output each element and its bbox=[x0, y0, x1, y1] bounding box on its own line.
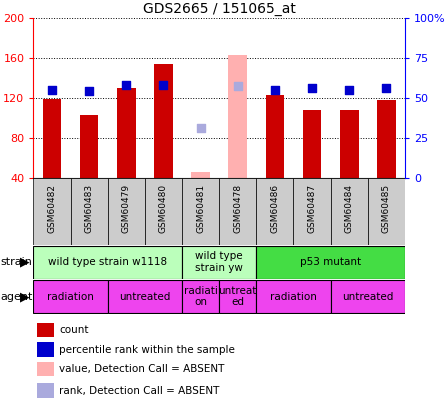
Bar bbox=[108, 178, 145, 245]
Bar bbox=[377, 100, 396, 178]
Text: untreat
ed: untreat ed bbox=[218, 286, 257, 307]
Text: GSM60486: GSM60486 bbox=[271, 184, 279, 233]
Bar bbox=[145, 178, 182, 245]
Text: GSM60478: GSM60478 bbox=[233, 184, 242, 233]
Bar bbox=[37, 342, 54, 357]
Text: GSM60480: GSM60480 bbox=[159, 184, 168, 233]
Text: count: count bbox=[59, 325, 89, 335]
Bar bbox=[33, 280, 108, 313]
Bar bbox=[368, 178, 405, 245]
Text: ▶: ▶ bbox=[20, 290, 29, 303]
Bar bbox=[266, 95, 284, 178]
Point bbox=[49, 87, 56, 94]
Title: GDS2665 / 151065_at: GDS2665 / 151065_at bbox=[143, 2, 295, 16]
Bar bbox=[43, 99, 61, 178]
Text: wild type strain w1118: wild type strain w1118 bbox=[48, 257, 167, 267]
Bar bbox=[191, 172, 210, 178]
Bar bbox=[256, 178, 294, 245]
Bar bbox=[37, 323, 54, 337]
Bar bbox=[219, 280, 256, 313]
Bar bbox=[182, 246, 256, 279]
Bar bbox=[117, 88, 136, 178]
Bar bbox=[256, 280, 331, 313]
Point bbox=[234, 83, 241, 90]
Bar bbox=[228, 55, 247, 178]
Bar bbox=[108, 280, 182, 313]
Text: p53 mutant: p53 mutant bbox=[300, 257, 361, 267]
Text: GSM60482: GSM60482 bbox=[48, 184, 57, 233]
Bar bbox=[33, 246, 182, 279]
Point bbox=[160, 82, 167, 88]
Bar bbox=[182, 178, 219, 245]
Point bbox=[197, 125, 204, 132]
Text: wild type
strain yw: wild type strain yw bbox=[195, 252, 243, 273]
Text: strain: strain bbox=[0, 257, 32, 267]
Point bbox=[308, 85, 316, 92]
Point bbox=[346, 87, 353, 94]
Bar bbox=[219, 178, 256, 245]
Bar bbox=[331, 178, 368, 245]
Text: percentile rank within the sample: percentile rank within the sample bbox=[59, 345, 235, 354]
Bar bbox=[154, 64, 173, 178]
Text: radiati
on: radiati on bbox=[184, 286, 218, 307]
Text: GSM60485: GSM60485 bbox=[382, 184, 391, 233]
Text: GSM60487: GSM60487 bbox=[307, 184, 316, 233]
Text: GSM60484: GSM60484 bbox=[345, 184, 354, 233]
Text: untreated: untreated bbox=[342, 292, 393, 302]
Bar bbox=[80, 115, 98, 178]
Text: untreated: untreated bbox=[119, 292, 170, 302]
Text: value, Detection Call = ABSENT: value, Detection Call = ABSENT bbox=[59, 364, 225, 374]
Text: radiation: radiation bbox=[47, 292, 94, 302]
Bar bbox=[70, 178, 108, 245]
Bar bbox=[33, 178, 70, 245]
Bar bbox=[303, 110, 321, 178]
Text: agent: agent bbox=[0, 292, 33, 302]
Text: ▶: ▶ bbox=[20, 256, 29, 269]
Point bbox=[123, 82, 130, 88]
Text: rank, Detection Call = ABSENT: rank, Detection Call = ABSENT bbox=[59, 386, 220, 396]
Bar bbox=[37, 362, 54, 376]
Bar bbox=[294, 178, 331, 245]
Point bbox=[85, 88, 93, 94]
Text: GSM60483: GSM60483 bbox=[85, 184, 93, 233]
Text: GSM60479: GSM60479 bbox=[122, 184, 131, 233]
Bar bbox=[37, 384, 54, 398]
Point bbox=[383, 85, 390, 92]
Bar bbox=[331, 280, 405, 313]
Text: GSM60481: GSM60481 bbox=[196, 184, 205, 233]
Point bbox=[271, 87, 279, 94]
Bar bbox=[182, 280, 219, 313]
Bar bbox=[256, 246, 405, 279]
Bar bbox=[340, 110, 359, 178]
Text: radiation: radiation bbox=[270, 292, 317, 302]
